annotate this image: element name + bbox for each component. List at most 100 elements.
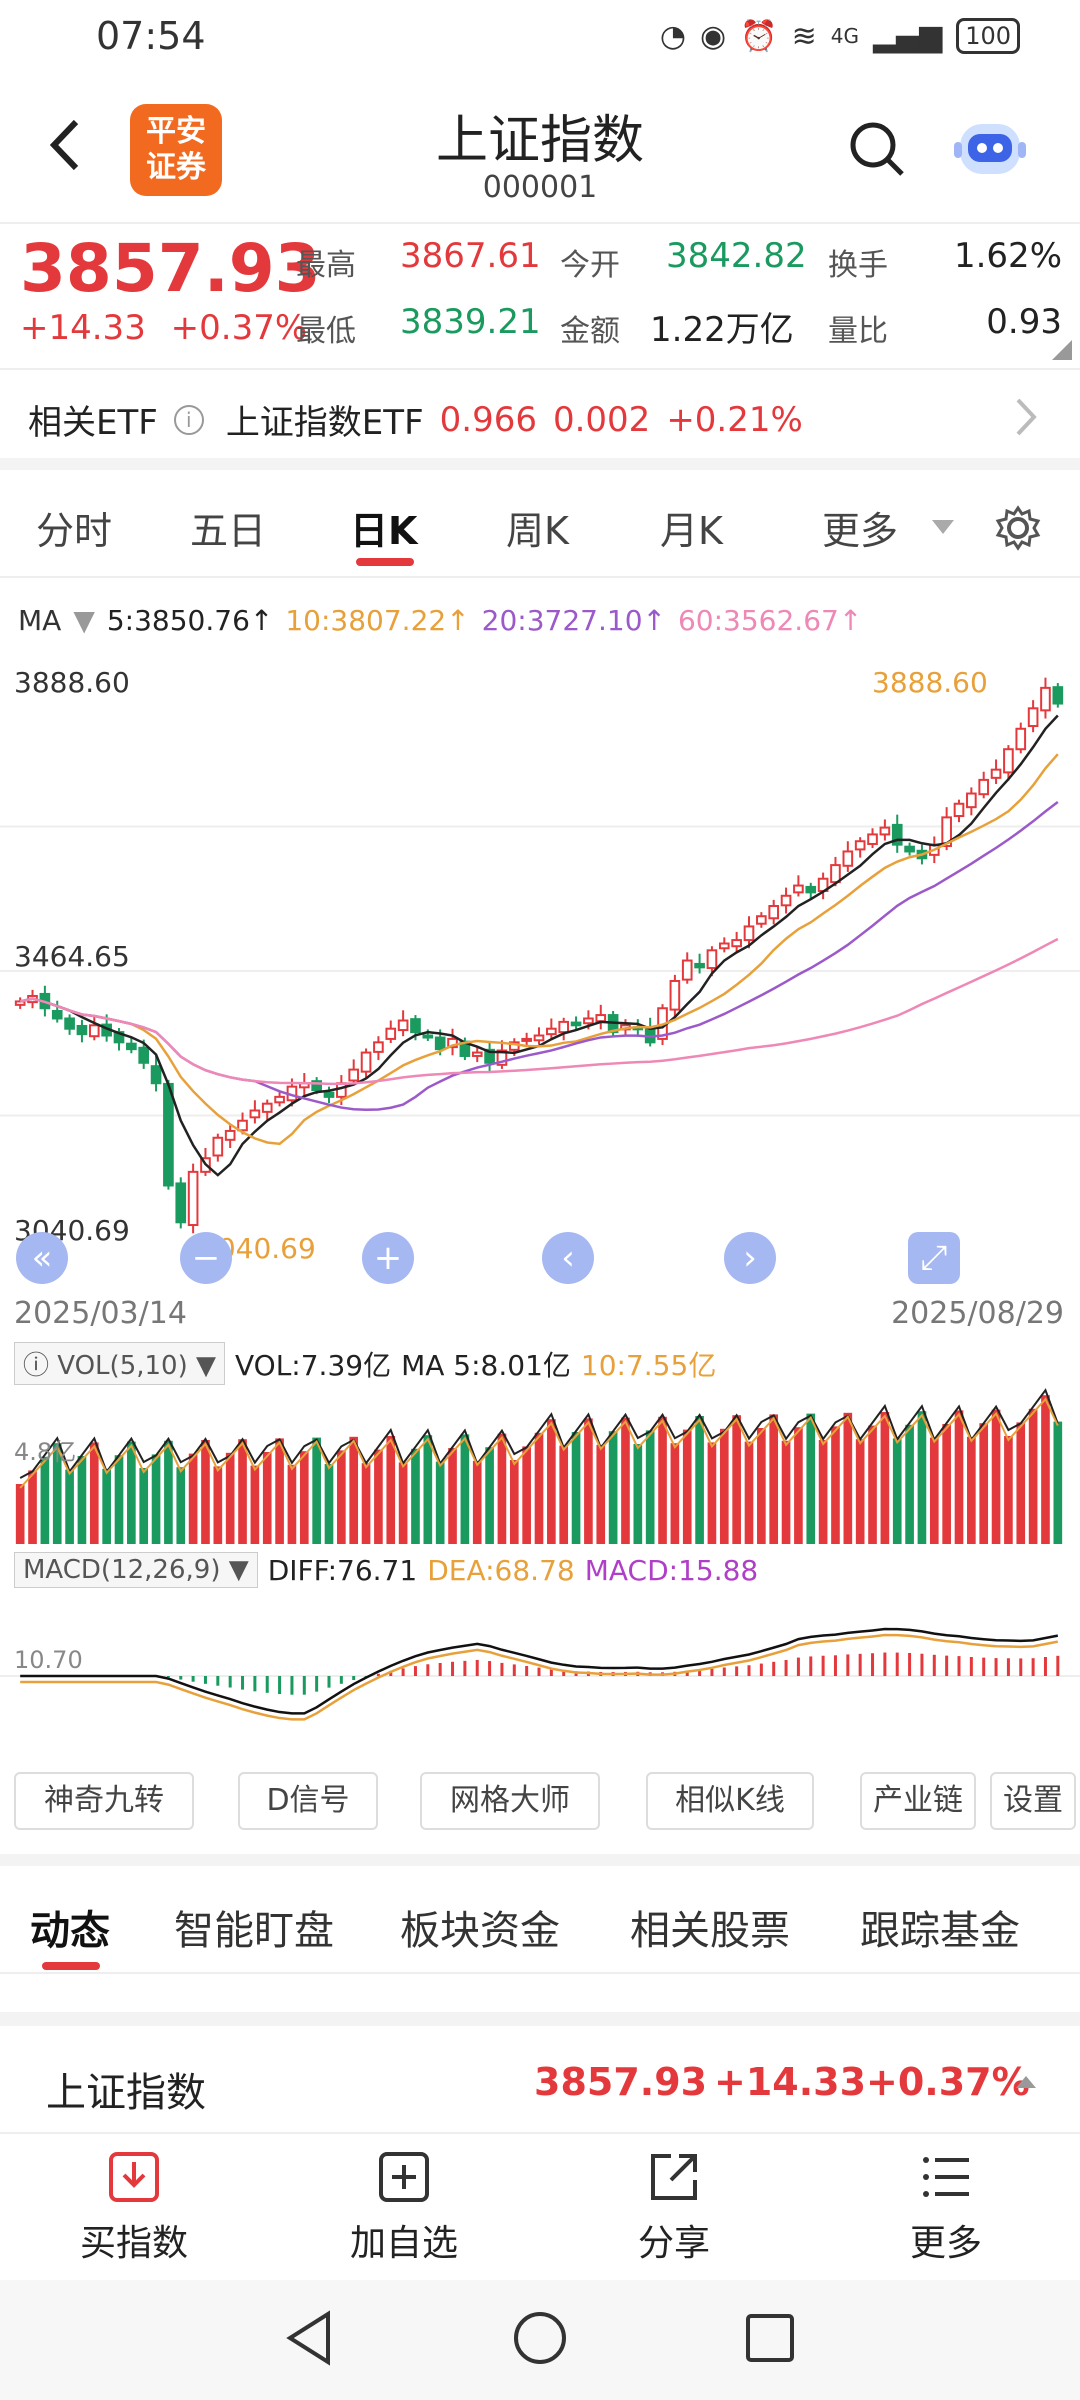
more-button[interactable]: 更多 — [846, 2150, 1046, 2266]
assistant-robot-button[interactable] — [950, 114, 1030, 184]
volume-bar — [584, 1418, 593, 1544]
ma5-line — [19, 714, 1059, 1177]
candle-body — [1003, 748, 1014, 774]
zoom-out-button[interactable]: − — [180, 1232, 232, 1284]
volume-bar — [991, 1409, 1001, 1544]
nav-home-icon[interactable] — [510, 2308, 570, 2368]
candle-body — [830, 864, 841, 884]
jump-start-button[interactable]: « — [16, 1232, 68, 1284]
buy-index-button[interactable]: 买指数 — [34, 2150, 234, 2266]
stat-value-open: 3842.82 — [666, 236, 807, 276]
broker-logo[interactable]: 平安 证券 — [130, 104, 222, 196]
chevron-right-icon[interactable] — [1010, 392, 1040, 442]
volume-bar — [559, 1445, 569, 1544]
ma-legend[interactable]: MA ▼ 5:3850.76↑ 10:3807.22↑ 20:3727.10↑ … — [18, 604, 862, 637]
signal-icon: 4G — [830, 24, 859, 48]
macd-dea-line — [20, 1633, 1059, 1721]
tab-five-day[interactable]: 五日 — [190, 509, 267, 553]
search-button[interactable] — [846, 118, 908, 180]
index-change: +14.33 — [714, 2060, 867, 2104]
zoom-in-button[interactable]: + — [362, 1232, 414, 1284]
tab-news[interactable]: 动态 — [30, 1908, 110, 1954]
candle-body — [879, 826, 891, 836]
candle-body — [175, 1182, 187, 1224]
scroll-left-button[interactable]: ‹ — [542, 1232, 594, 1284]
volume-bar — [411, 1448, 420, 1544]
candle-body — [274, 1095, 285, 1104]
change-percent: +0.37% — [170, 308, 308, 348]
tool-grid-master[interactable]: 网格大师 — [420, 1772, 600, 1830]
tool-industry-chain[interactable]: 产业链 — [860, 1772, 976, 1830]
tool-similar-kline[interactable]: 相似K线 — [646, 1772, 814, 1830]
change-value: +14.33 — [20, 308, 146, 348]
volume-bar — [299, 1451, 309, 1544]
tab-related-stocks[interactable]: 相关股票 — [630, 1908, 790, 1954]
volume-bar — [312, 1437, 321, 1544]
volume-bar — [485, 1447, 494, 1544]
candle-body — [434, 1036, 446, 1051]
gear-icon[interactable] — [994, 504, 1042, 552]
volume-bar — [843, 1412, 853, 1544]
nav-back-icon[interactable] — [280, 2308, 340, 2368]
tab-daily-k[interactable]: 日K — [350, 509, 418, 553]
expand-corner-icon[interactable] — [1052, 340, 1072, 360]
volume-bar — [1016, 1422, 1026, 1544]
scroll-right-button[interactable]: › — [724, 1232, 776, 1284]
info-icon[interactable]: i — [173, 404, 204, 435]
volume-bar — [954, 1410, 964, 1544]
tab-tracking-funds[interactable]: 跟踪基金 — [860, 1908, 1020, 1954]
share-button[interactable]: 分享 — [574, 2150, 774, 2266]
ma10-value: 10:3807.22↑ — [285, 604, 470, 637]
candle-body — [138, 1046, 150, 1064]
back-button[interactable] — [40, 110, 100, 180]
add-watch-icon — [379, 2152, 429, 2202]
index-name: 上证指数 — [46, 2070, 206, 2116]
index-summary-row[interactable]: 上证指数 3857.93 +14.33 +0.37% — [0, 2030, 1080, 2130]
kline-chart[interactable] — [0, 660, 1080, 1280]
volume-bar — [398, 1462, 408, 1544]
candle-body — [150, 1065, 162, 1085]
tool-settings[interactable]: 设置 — [990, 1772, 1076, 1830]
candle-body — [867, 833, 878, 845]
volume-bar — [15, 1484, 25, 1544]
tab-weekly-k[interactable]: 周K — [506, 509, 569, 553]
fullscreen-button[interactable]: ⤢ — [908, 1232, 960, 1284]
candle-body — [311, 1080, 322, 1092]
volume-bar — [102, 1468, 111, 1544]
tool-nine-turn[interactable]: 神奇九转 — [14, 1772, 194, 1830]
index-change-percent: +0.37% — [866, 2060, 1030, 2104]
stat-value-turnover: 1.62% — [953, 236, 1062, 276]
tab-smart-watch[interactable]: 智能盯盘 — [174, 1908, 334, 1954]
etf-name: 上证指数ETF — [225, 403, 424, 443]
macd-chart[interactable] — [0, 1596, 1080, 1746]
volume-bar — [448, 1448, 457, 1544]
caret-down-icon[interactable] — [930, 518, 956, 536]
related-etf-row[interactable]: 相关ETF i 上证指数ETF 0.966 0.002 +0.21% — [28, 395, 803, 444]
volume-indicator-selector[interactable]: ⓘ VOL(5,10) ▼ — [14, 1342, 225, 1385]
tab-monthly-k[interactable]: 月K — [660, 509, 723, 553]
tab-active-indicator — [356, 558, 414, 566]
candle-body — [694, 962, 705, 969]
candle-body — [533, 1034, 545, 1042]
tab-more[interactable]: 更多 — [822, 509, 899, 553]
tab-intraday[interactable]: 分时 — [36, 509, 113, 553]
volume-chart[interactable] — [0, 1388, 1080, 1544]
system-nav-bar — [0, 2280, 1080, 2400]
tab-sector-funds[interactable]: 板块资金 — [400, 1908, 560, 1954]
candle-body — [731, 939, 742, 948]
macd-diff-line — [20, 1627, 1059, 1715]
page-title: 上证指数 — [435, 111, 644, 171]
tool-d-signal[interactable]: D信号 — [238, 1772, 378, 1830]
etf-price: 0.966 — [439, 399, 537, 440]
add-watchlist-button[interactable]: 加自选 — [304, 2150, 504, 2266]
ma-label: MA — [18, 604, 62, 637]
info-tab-indicator — [42, 1962, 100, 1970]
header: 上证指数 000001 平安 证券 — [0, 90, 1080, 220]
macd-indicator-selector[interactable]: MACD(12,26,9) ▼ — [14, 1552, 258, 1588]
buy-icon — [109, 2152, 159, 2202]
volume-bar — [151, 1454, 161, 1544]
volume-bar — [127, 1441, 136, 1544]
nav-recents-icon[interactable] — [740, 2308, 800, 2368]
volume-bar — [868, 1425, 877, 1544]
volume-bar — [917, 1411, 927, 1544]
